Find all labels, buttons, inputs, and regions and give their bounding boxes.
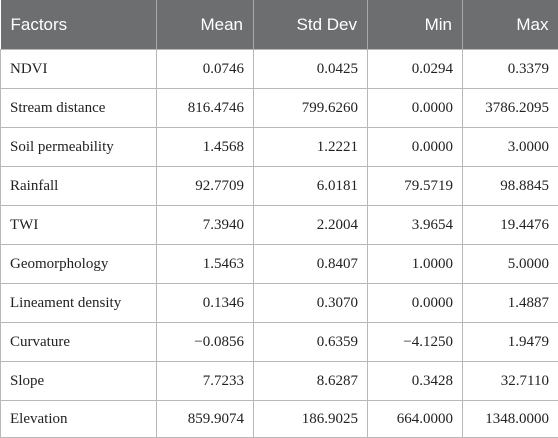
std-dev-cell: 0.8407 bbox=[254, 245, 368, 284]
factor-cell: Slope bbox=[1, 362, 157, 401]
mean-cell: 7.7233 bbox=[157, 362, 254, 401]
min-cell: 664.0000 bbox=[368, 401, 463, 438]
max-cell: 1.9479 bbox=[463, 323, 558, 362]
max-cell: 19.4476 bbox=[463, 206, 558, 245]
mean-cell: 859.9074 bbox=[157, 401, 254, 438]
factor-cell: Curvature bbox=[1, 323, 157, 362]
max-cell: 1348.0000 bbox=[463, 401, 558, 438]
factor-cell: NDVI bbox=[1, 50, 157, 89]
max-cell: 3786.2095 bbox=[463, 89, 558, 128]
factor-cell: Elevation bbox=[1, 401, 157, 438]
header-row: Factors Mean Std Dev Min Max bbox=[1, 0, 558, 50]
max-cell: 1.4887 bbox=[463, 284, 558, 323]
header-factors: Factors bbox=[1, 0, 157, 50]
min-cell: 0.0000 bbox=[368, 128, 463, 167]
header-std-dev: Std Dev bbox=[254, 0, 368, 50]
std-dev-cell: 2.2004 bbox=[254, 206, 368, 245]
min-cell: 0.0294 bbox=[368, 50, 463, 89]
std-dev-cell: 799.6260 bbox=[254, 89, 368, 128]
header-min: Min bbox=[368, 0, 463, 50]
max-cell: 3.0000 bbox=[463, 128, 558, 167]
mean-cell: 816.4746 bbox=[157, 89, 254, 128]
min-cell: 1.0000 bbox=[368, 245, 463, 284]
factor-cell: Rainfall bbox=[1, 167, 157, 206]
mean-cell: 7.3940 bbox=[157, 206, 254, 245]
mean-cell: −0.0856 bbox=[157, 323, 254, 362]
std-dev-cell: 6.0181 bbox=[254, 167, 368, 206]
factor-cell: TWI bbox=[1, 206, 157, 245]
factor-cell: Geomorphology bbox=[1, 245, 157, 284]
mean-cell: 0.0746 bbox=[157, 50, 254, 89]
min-cell: 0.3428 bbox=[368, 362, 463, 401]
std-dev-cell: 186.9025 bbox=[254, 401, 368, 438]
min-cell: 0.0000 bbox=[368, 89, 463, 128]
mean-cell: 1.4568 bbox=[157, 128, 254, 167]
min-cell: 79.5719 bbox=[368, 167, 463, 206]
max-cell: 98.8845 bbox=[463, 167, 558, 206]
std-dev-cell: 8.6287 bbox=[254, 362, 368, 401]
max-cell: 0.3379 bbox=[463, 50, 558, 89]
min-cell: 3.9654 bbox=[368, 206, 463, 245]
factor-cell: Stream distance bbox=[1, 89, 157, 128]
header-mean: Mean bbox=[157, 0, 254, 50]
min-cell: 0.0000 bbox=[368, 284, 463, 323]
max-cell: 32.7110 bbox=[463, 362, 558, 401]
factor-cell: Lineament density bbox=[1, 284, 157, 323]
mean-cell: 92.7709 bbox=[157, 167, 254, 206]
std-dev-cell: 0.6359 bbox=[254, 323, 368, 362]
std-dev-cell: 0.0425 bbox=[254, 50, 368, 89]
mean-cell: 0.1346 bbox=[157, 284, 254, 323]
std-dev-cell: 0.3070 bbox=[254, 284, 368, 323]
max-cell: 5.0000 bbox=[463, 245, 558, 284]
factor-cell: Soil permeability bbox=[1, 128, 157, 167]
mean-cell: 1.5463 bbox=[157, 245, 254, 284]
min-cell: −4.1250 bbox=[368, 323, 463, 362]
table-header: Factors Mean Std Dev Min Max bbox=[1, 0, 558, 50]
header-max: Max bbox=[463, 0, 558, 50]
std-dev-cell: 1.2221 bbox=[254, 128, 368, 167]
